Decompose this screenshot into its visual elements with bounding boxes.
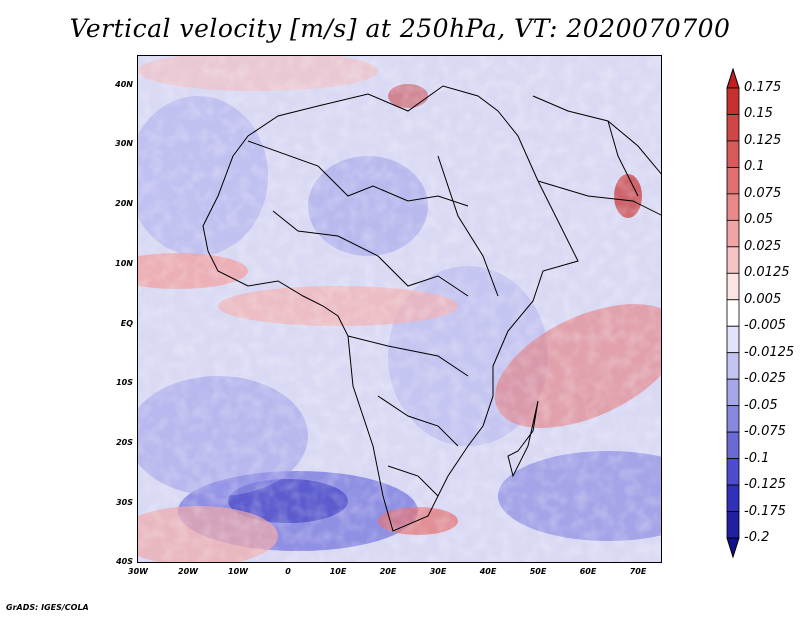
colorbar-box [726, 511, 740, 539]
lon-label-70e: 70E [629, 567, 647, 576]
colorbar-box [726, 299, 740, 327]
colorbar-box [726, 87, 740, 115]
colorbar-tick-label: 0.0125 [744, 265, 790, 281]
lon-label-30w: 30W [128, 567, 148, 576]
lat-label-40n: 40N [115, 80, 133, 89]
colorbar-box [726, 431, 740, 459]
grads-credit: GrADS: IGES/COLA [6, 603, 89, 612]
colorbar-tick-label: -0.125 [744, 477, 786, 493]
colorbar-bottom-arrow [726, 537, 740, 558]
colorbar-box [726, 352, 740, 380]
colorbar-box [726, 167, 740, 195]
colorbar-box [726, 325, 740, 354]
colorbar-tick-label: 0.125 [744, 132, 782, 148]
lat-label-10s: 10S [116, 378, 133, 387]
lat-label-10n: 10N [115, 259, 133, 268]
lat-label-30s: 30S [116, 498, 133, 507]
colorbar-top-arrow [726, 68, 740, 89]
colorbar-tick-label: -0.005 [744, 318, 786, 334]
colorbar-tick-label: 0.05 [744, 212, 773, 228]
colorbar-tick-label: 0.175 [744, 80, 782, 95]
map-plot-area [137, 55, 662, 563]
colorbar-tick-label: -0.2 [744, 530, 770, 545]
lat-label-30n: 30N [115, 139, 133, 148]
lon-label-10e: 10E [329, 567, 347, 576]
colorbar-tick-label: 0.075 [744, 185, 782, 201]
colorbar-box [726, 114, 740, 142]
colorbar-box [726, 193, 740, 221]
colorbar-tick-label: -0.075 [744, 424, 786, 440]
velocity-field [138, 56, 661, 562]
lat-label-20n: 20N [115, 199, 133, 208]
colorbar-box [726, 246, 740, 274]
colorbar [726, 68, 740, 558]
colorbar-tick-label: 0.025 [744, 238, 782, 254]
colorbar-tick-label: -0.0125 [744, 344, 795, 360]
lon-label-30e: 30E [429, 567, 447, 576]
lat-label-eq: EQ [120, 319, 133, 328]
lon-label-40e: 40E [479, 567, 497, 576]
lat-label-40s: 40S [116, 557, 133, 566]
colorbar-box [726, 458, 740, 486]
colorbar-tick-label: 0.15 [744, 106, 773, 122]
colorbar-box [726, 484, 740, 512]
colorbar-tick-label: -0.1 [744, 450, 770, 466]
colorbar-tick-label: 0.005 [744, 291, 782, 307]
colorbar-tick-label: -0.05 [744, 397, 778, 413]
colorbar-tick-label: 0.1 [744, 159, 765, 175]
lon-label-20e: 20E [379, 567, 397, 576]
colorbar-box [726, 272, 740, 301]
colorbar-tick-label: -0.175 [744, 503, 786, 519]
colorbar-tick-label: -0.025 [744, 371, 786, 387]
lon-label-10w: 10W [228, 567, 248, 576]
lon-label-50e: 50E [529, 567, 547, 576]
colorbar-box [726, 378, 740, 407]
lon-label-0: 0 [285, 567, 291, 576]
lon-label-20w: 20W [178, 567, 198, 576]
lon-label-60e: 60E [579, 567, 597, 576]
colorbar-box [726, 405, 740, 433]
lat-label-20s: 20S [116, 438, 133, 447]
map-title: Vertical velocity [m/s] at 250hPa, VT: 2… [69, 14, 731, 43]
colorbar-box [726, 219, 740, 248]
colorbar-box [726, 140, 740, 168]
